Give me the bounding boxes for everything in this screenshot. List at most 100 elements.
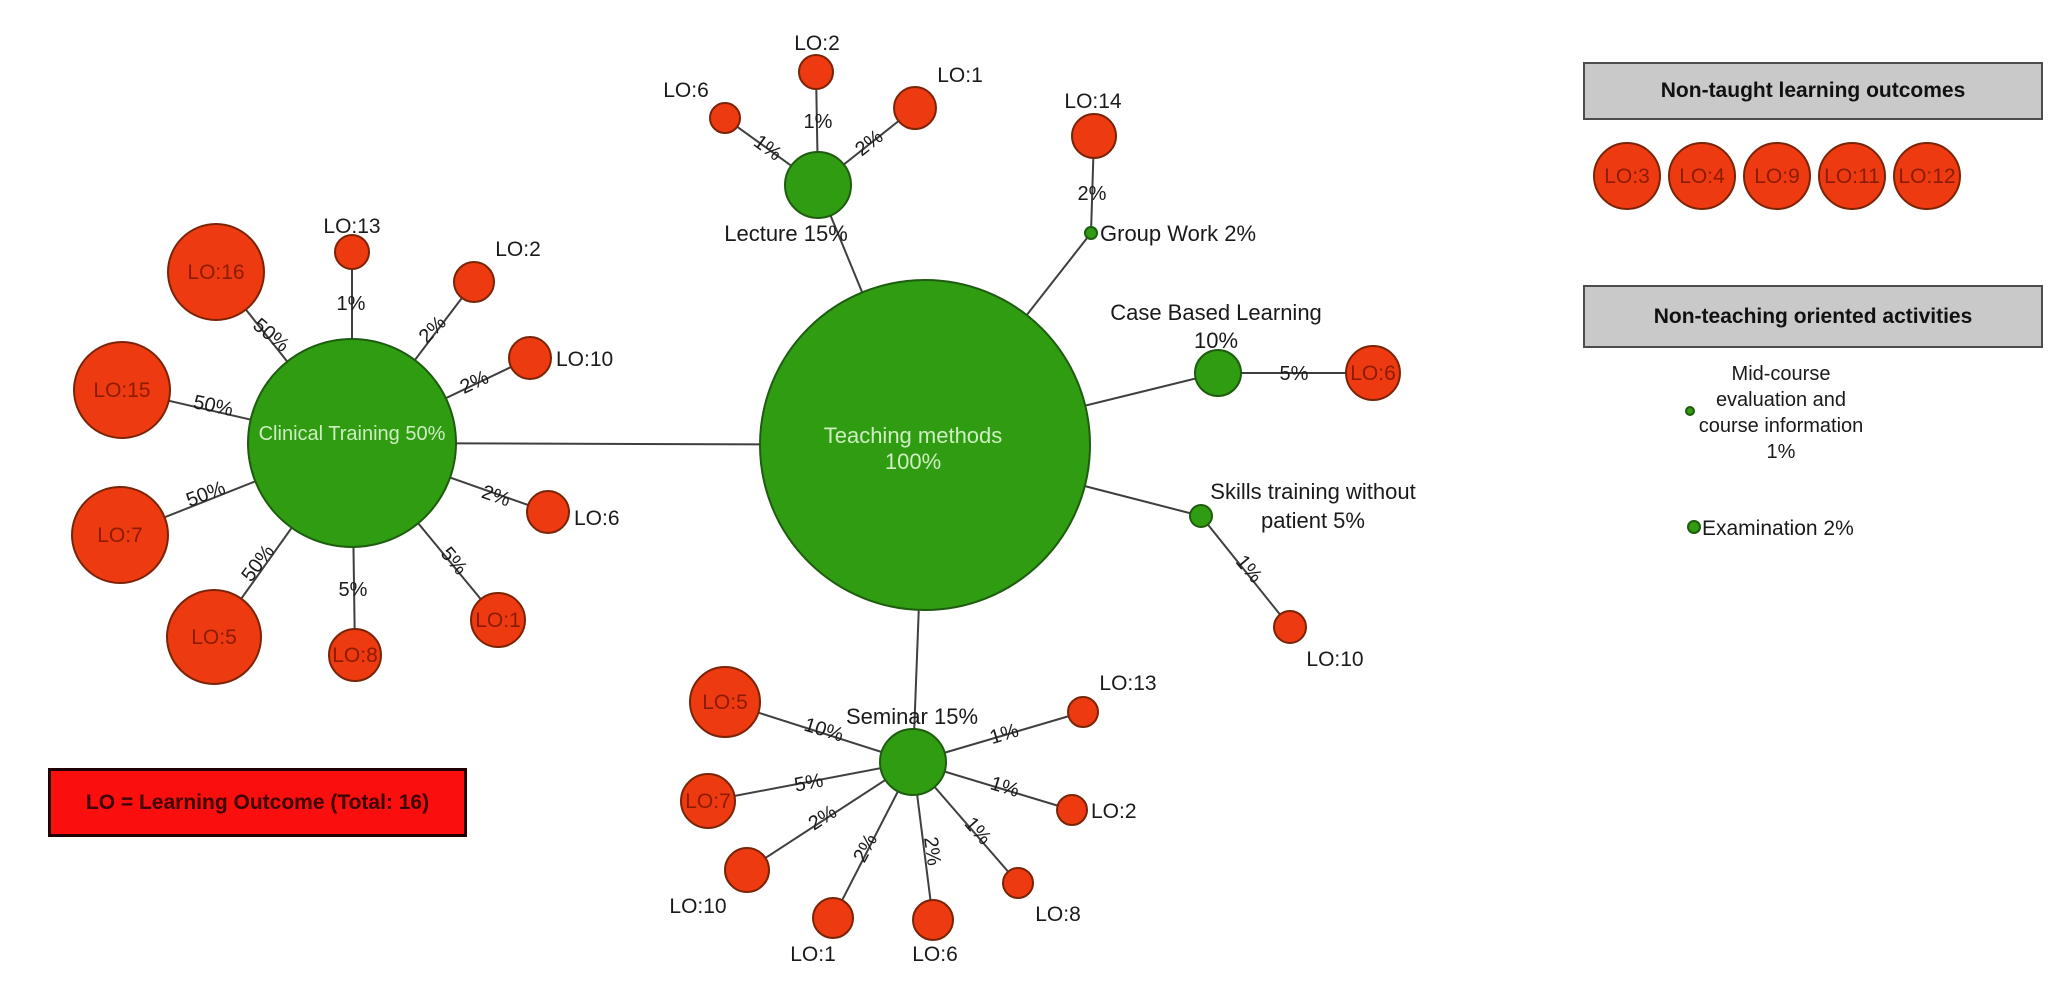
edge-skills-training-without-patient-lo10: [1200, 515, 1291, 628]
legend-box: LO = Learning Outcome (Total: 16): [48, 768, 467, 837]
activity-label-mid-course-evaluation: course information: [1699, 415, 1864, 437]
edge-label-clinical-training-lo8: 5%: [339, 579, 368, 601]
outcome-label-lo5-clinical-training: LO:5: [191, 626, 237, 649]
non-teaching-panel-title: Non-teaching oriented activities: [1653, 304, 1973, 328]
edge-label-seminar-lo8: 1%: [960, 813, 996, 849]
outcome-label-lo10-seminar: LO:10: [669, 895, 726, 918]
activity-label-skills-training-without-patient: patient 5%: [1261, 508, 1365, 533]
activity-label-teaching-methods: 100%: [885, 449, 941, 474]
outcome-node-lo15-clinical-training: [73, 341, 171, 439]
activity-node-mid-course-evaluation: [1685, 406, 1695, 416]
edge-label-seminar-lo2: 1%: [988, 773, 1022, 803]
edge-label-seminar-lo5: 10%: [801, 714, 846, 747]
outcome-label-lo9-non-taught: LO:9: [1754, 165, 1800, 188]
outcome-label-lo8-clinical-training: LO:8: [332, 644, 378, 667]
outcome-node-lo13-clinical-training: [334, 234, 370, 270]
outcome-label-lo10-skills-training-without-patient: LO:10: [1306, 648, 1363, 671]
outcome-node-lo10-clinical-training: [508, 336, 552, 380]
edge-label-lecture-lo2: 1%: [804, 111, 833, 133]
activity-node-group-work: [1084, 226, 1098, 240]
edge-label-seminar-lo6: 2%: [919, 835, 945, 867]
outcome-node-lo3-non-taught: [1593, 142, 1661, 210]
edge-label-seminar-lo7: 5%: [793, 770, 826, 797]
outcome-node-lo1-seminar: [812, 897, 854, 939]
outcome-node-lo7-clinical-training: [71, 486, 169, 584]
outcome-node-lo13-seminar: [1067, 696, 1099, 728]
outcome-label-lo4-non-taught: LO:4: [1679, 165, 1725, 188]
outcome-node-lo11-non-taught: [1818, 142, 1886, 210]
outcome-label-lo13-clinical-training: LO:13: [323, 215, 380, 238]
edge-label-seminar-lo1: 2%: [849, 830, 882, 866]
edge-label-clinical-training-lo7: 50%: [183, 477, 228, 512]
outcome-label-lo11-non-taught: LO:11: [1824, 165, 1880, 188]
outcome-node-lo4-non-taught: [1668, 142, 1736, 210]
edge-seminar-lo7: [707, 761, 914, 802]
non-teaching-panel-header: Non-teaching oriented activities: [1583, 285, 2043, 348]
outcome-node-lo14-group-work: [1071, 113, 1117, 159]
edge-label-seminar-lo13: 1%: [987, 719, 1021, 749]
activity-node-clinical-training: [247, 338, 457, 548]
non-taught-panel-title: Non-taught learning outcomes: [1660, 79, 1966, 102]
activity-node-skills-training-without-patient: [1189, 504, 1213, 528]
edge-label-clinical-training-lo1: 5%: [436, 543, 472, 579]
outcome-label-lo1-seminar: LO:1: [790, 943, 836, 966]
edge-label-clinical-training-lo15: 50%: [191, 391, 235, 421]
outcome-label-lo7-clinical-training: LO:7: [97, 524, 143, 547]
edge-label-clinical-training-lo13: 1%: [337, 293, 366, 315]
activity-label-mid-course-evaluation: Mid-course: [1732, 363, 1831, 385]
outcome-node-lo8-clinical-training: [328, 628, 382, 682]
activity-label-mid-course-evaluation: 1%: [1767, 441, 1796, 463]
outcome-label-lo3-non-taught: LO:3: [1604, 165, 1650, 188]
activity-label-skills-training-without-patient: Skills training without: [1210, 479, 1415, 504]
edge-label-case-based-learning-lo6: 5%: [1280, 363, 1309, 385]
outcome-label-lo2-clinical-training: LO:2: [495, 238, 541, 261]
outcome-node-lo12-non-taught: [1893, 142, 1961, 210]
activity-label-teaching-methods: Teaching methods: [824, 423, 1003, 448]
outcome-label-lo10-clinical-training: LO:10: [556, 348, 613, 371]
outcome-node-lo5-seminar: [689, 666, 761, 738]
activity-label-group-work: Group Work 2%: [1100, 221, 1256, 246]
outcome-label-lo1-clinical-training: LO:1: [475, 609, 521, 632]
outcome-label-lo7-seminar: LO:7: [685, 790, 731, 813]
outcome-label-lo16-clinical-training: LO:16: [187, 261, 244, 284]
outcome-label-lo6-seminar: LO:6: [912, 943, 958, 966]
outcome-node-lo8-seminar: [1002, 867, 1034, 899]
activity-label-seminar: Seminar 15%: [846, 704, 978, 729]
outcome-node-lo5-clinical-training: [166, 589, 262, 685]
activity-label-clinical-training: Clinical Training 50%: [259, 423, 446, 445]
activity-label-case-based-learning: Case Based Learning: [1110, 300, 1322, 325]
outcome-label-lo12-non-taught: LO:12: [1898, 165, 1955, 188]
outcome-node-lo6-clinical-training: [526, 490, 570, 534]
activity-node-examination: [1687, 520, 1701, 534]
edge-label-clinical-training-lo2: 2%: [415, 312, 451, 348]
outcome-node-lo10-seminar: [724, 847, 770, 893]
non-taught-panel-header: Non-taught learning outcomes: [1583, 62, 2043, 120]
outcome-node-lo1-lecture: [893, 86, 937, 130]
activity-node-teaching-methods: [759, 279, 1091, 611]
edge-label-group-work-lo14: 2%: [1078, 183, 1107, 205]
outcome-label-lo14-group-work: LO:14: [1064, 90, 1122, 113]
outcome-label-lo15-clinical-training: LO:15: [93, 379, 150, 402]
outcome-label-lo13-seminar: LO:13: [1099, 672, 1156, 695]
outcome-label-lo1-lecture: LO:1: [937, 64, 983, 87]
outcome-label-lo6-clinical-training: LO:6: [574, 507, 620, 530]
activity-label-case-based-learning: 10%: [1194, 328, 1238, 353]
outcome-node-lo7-seminar: [680, 773, 736, 829]
activity-node-seminar: [879, 728, 947, 796]
outcome-label-lo2-lecture: LO:2: [794, 32, 840, 55]
outcome-node-lo10-skills-training-without-patient: [1273, 610, 1307, 644]
outcome-node-lo2-lecture: [798, 54, 834, 90]
activity-label-examination: Examination 2%: [1702, 517, 1854, 540]
legend-text: LO = Learning Outcome (Total: 16): [85, 790, 430, 814]
outcome-node-lo16-clinical-training: [167, 223, 265, 321]
edge-label-lecture-lo6: 1%: [749, 131, 785, 166]
activity-label-lecture: Lecture 15%: [724, 221, 848, 246]
outcome-node-lo6-seminar: [912, 899, 954, 941]
activity-node-lecture: [784, 151, 852, 219]
edge-label-skills-training-without-patient-lo10: 1%: [1231, 551, 1267, 587]
edge-label-clinical-training-lo6: 2%: [479, 481, 514, 511]
outcome-node-lo2-seminar: [1056, 794, 1088, 826]
activity-node-case-based-learning: [1194, 349, 1242, 397]
